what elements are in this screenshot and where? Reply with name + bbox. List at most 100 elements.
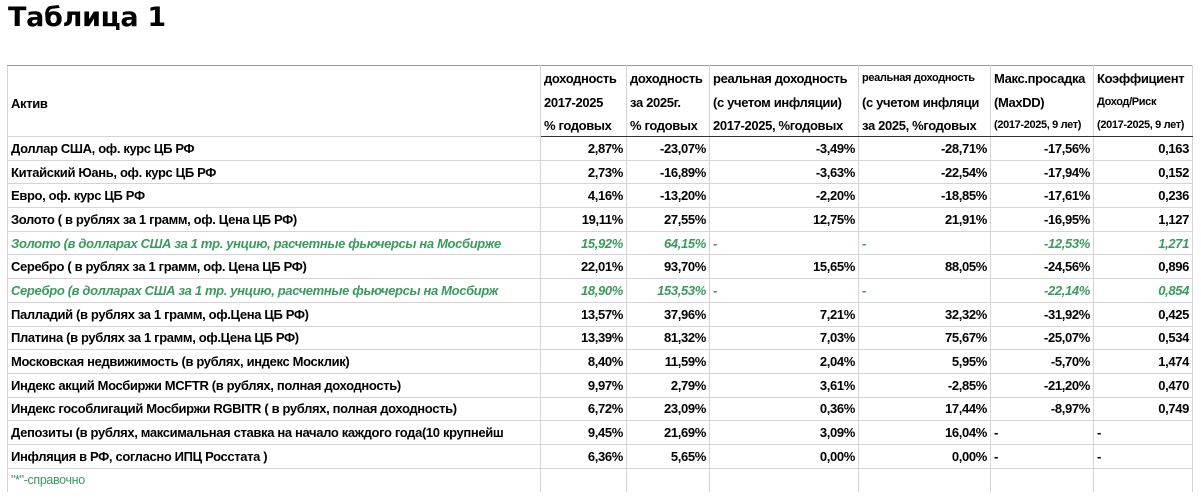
value-cell: 93,70%	[626, 254, 710, 280]
value-cell: 37,96%	[626, 301, 710, 327]
header-cell: (2017-2025, 9 лет)	[990, 114, 1094, 137]
header-cell: доходность	[540, 65, 627, 90]
data-row: Депозиты (в рублях, максимальная ставка …	[7, 420, 1193, 445]
value-cell: 1,271	[1093, 230, 1193, 256]
header-cell: Коэффициент	[1093, 65, 1193, 90]
data-table: Актив доходность доходность реальная доходн…	[7, 65, 1193, 492]
asset-name: Золото (в долларах США за 1 тр. унцию, р…	[7, 230, 541, 256]
header-cell: % годовых	[540, 114, 627, 137]
data-row: Московская недвижимость (в рублях, индек…	[7, 349, 1193, 374]
empty-cell	[858, 467, 991, 492]
value-cell: 6,36%	[540, 443, 627, 469]
value-cell: 9,97%	[540, 372, 627, 398]
value-cell: -2,20%	[709, 183, 859, 209]
value-cell: -12,53%	[990, 230, 1094, 256]
value-cell: -28,71%	[858, 136, 991, 161]
value-cell: 11,59%	[626, 349, 710, 374]
header-row: 2017-2025 за 2025г. (с учетом инфляции) (с …	[8, 90, 1193, 114]
asset-name: Доллар США, оф. курс ЦБ РФ	[7, 136, 541, 161]
value-cell: -22,54%	[858, 159, 991, 185]
asset-name: Золото ( в рублях за 1 грамм, оф. Цена Ц…	[7, 207, 541, 232]
value-cell: 64,15%	[626, 230, 710, 256]
empty-cell	[540, 467, 627, 492]
value-cell: 3,09%	[709, 420, 859, 445]
value-cell: -8,97%	[990, 396, 1094, 422]
value-cell: 75,67%	[858, 325, 991, 351]
data-row: Золото ( в рублях за 1 грамм, оф. Цена Ц…	[7, 207, 1193, 232]
header-cell: (MaxDD)	[990, 90, 1094, 114]
value-cell: 15,92%	[540, 230, 627, 256]
asset-name: Депозиты (в рублях, максимальная ставка …	[7, 420, 541, 445]
value-cell: 2,04%	[709, 349, 859, 374]
header-cell: (2017-2025, 9 лет)	[1093, 114, 1193, 137]
header-row: % годовых% годовых 2017-2025, %годовых за …	[8, 114, 1193, 137]
value-cell: 0,00%	[709, 443, 859, 469]
value-cell: 6,72%	[540, 396, 627, 422]
value-cell: 2,79%	[626, 372, 710, 398]
value-cell: -18,85%	[858, 183, 991, 209]
value-cell: -	[990, 420, 1094, 445]
value-cell: -23,07%	[626, 136, 710, 161]
value-cell: 15,65%	[709, 254, 859, 280]
value-cell: -3,49%	[709, 136, 859, 161]
value-cell: -16,89%	[626, 159, 710, 185]
table-body: Актив доходность доходность реальная доходн…	[7, 65, 1193, 492]
value-cell: 13,57%	[540, 301, 627, 327]
data-row: Серебро (в долларах США за 1 тр. унцию, …	[7, 278, 1193, 303]
value-cell: -	[990, 443, 1094, 469]
value-cell: 0,534	[1093, 325, 1193, 351]
empty-cell	[990, 467, 1094, 492]
data-row: Инфляция в РФ, согласно ИПЦ Росстата ) 6,…	[7, 443, 1193, 469]
value-cell: -3,63%	[709, 159, 859, 185]
value-cell: 0,152	[1093, 159, 1193, 185]
header-cell: реальная доходность	[858, 65, 991, 90]
header-cell: за 2025г.	[626, 90, 710, 114]
asset-name: Индекс гособлигаций Мосбиржи RGBITR ( в …	[7, 396, 541, 422]
value-cell: -22,14%	[990, 278, 1094, 303]
value-cell: -	[858, 278, 991, 303]
value-cell: 21,69%	[626, 420, 710, 445]
value-cell: 4,16%	[540, 183, 627, 209]
value-cell: 8,40%	[540, 349, 627, 374]
value-cell: -	[709, 278, 859, 303]
value-cell: 2,87%	[540, 136, 627, 161]
value-cell: 0,425	[1093, 301, 1193, 327]
value-cell: 0,749	[1093, 396, 1193, 422]
asset-name: Платина (в рублях за 1 грамм, оф.Цена ЦБ…	[7, 325, 541, 351]
value-cell: 13,39%	[540, 325, 627, 351]
value-cell: 0,36%	[709, 396, 859, 422]
asset-name: Китайский Юань, оф. курс ЦБ РФ	[7, 159, 541, 185]
value-cell: -	[858, 230, 991, 256]
data-row: Серебро ( в рублях за 1 грамм, оф. Цена …	[7, 254, 1193, 280]
value-cell: 81,32%	[626, 325, 710, 351]
value-cell: 0,896	[1093, 254, 1193, 280]
asset-name: Московская недвижимость (в рублях, индек…	[7, 349, 541, 374]
value-cell: -24,56%	[990, 254, 1094, 280]
asset-name: Инфляция в РФ, согласно ИПЦ Росстата )	[7, 443, 541, 469]
value-cell: 0,236	[1093, 183, 1193, 209]
value-cell: -	[1093, 420, 1193, 445]
data-row: Доллар США, оф. курс ЦБ РФ 2,87% -23,07% -3…	[7, 136, 1193, 161]
value-cell: 21,91%	[858, 207, 991, 232]
value-cell: -5,70%	[990, 349, 1094, 374]
value-cell: 22,01%	[540, 254, 627, 280]
value-cell: -13,20%	[626, 183, 710, 209]
footnote: "*"-справочно	[7, 467, 541, 492]
value-cell: 23,09%	[626, 396, 710, 422]
value-cell: 18,90%	[540, 278, 627, 303]
header-cell: Актив	[7, 65, 541, 137]
header-row: Актив доходность доходность реальная доходн…	[7, 65, 1193, 137]
value-cell: -16,95%	[990, 207, 1094, 232]
value-cell: 32,32%	[858, 301, 991, 327]
value-cell: 12,75%	[709, 207, 859, 232]
value-cell: -25,07%	[990, 325, 1094, 351]
data-row: Палладий (в рублях за 1 грамм, оф.Цена Ц…	[7, 301, 1193, 327]
value-cell: -17,61%	[990, 183, 1094, 209]
value-cell: 2,73%	[540, 159, 627, 185]
value-cell: -17,94%	[990, 159, 1094, 185]
value-cell: 3,61%	[709, 372, 859, 398]
data-row: Платина (в рублях за 1 грамм, оф.Цена ЦБ…	[7, 325, 1193, 351]
header-cell: (с учетом инфляци	[858, 90, 991, 114]
value-cell: -31,92%	[990, 301, 1094, 327]
